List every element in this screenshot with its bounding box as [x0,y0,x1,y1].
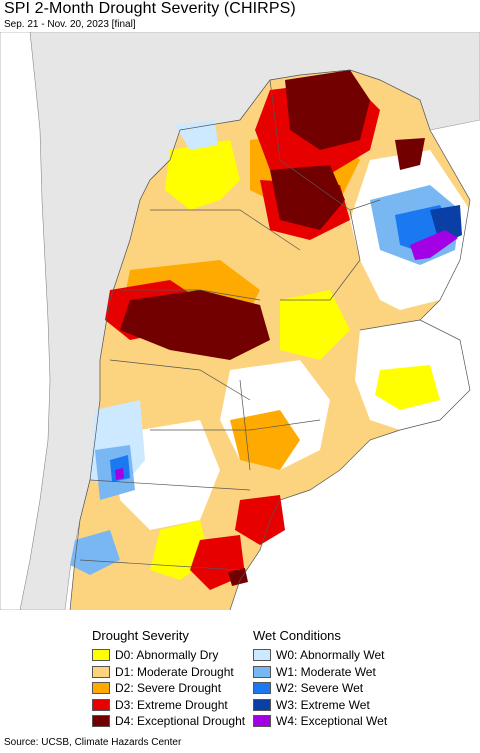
legend-label-w3: W3: Extreme Wet [276,697,370,712]
swatch-w3 [253,698,271,711]
admin-borders [69,69,471,610]
swatch-w0 [253,649,271,661]
swatch-d2 [92,682,110,694]
pacific-ocean [0,32,51,610]
legend-item-d0: D0: Abnormally Dry [92,647,245,663]
map-title: SPI 2-Month Drought Severity (CHIRPS) [4,0,296,17]
legend-item-d3: D3: Extreme Drought [92,697,245,713]
drought-legend: Drought Severity D0: Abnormally Dry D1: … [92,628,245,730]
map-subtitle: Sep. 21 - Nov. 20, 2023 [final] [4,19,136,30]
legend-label-w0: W0: Abnormally Wet [276,648,385,662]
wet-legend-heading: Wet Conditions [253,628,341,643]
legend-item-w3: W3: Extreme Wet [253,697,387,713]
swatch-d3 [92,698,110,711]
drought-map [0,32,480,610]
legend-label-d0: D0: Abnormally Dry [115,648,219,662]
legend-label-w1: W1: Moderate Wet [276,664,376,679]
source-credit: Source: UCSB, Climate Hazards Center [4,737,182,748]
swatch-d1 [92,665,110,678]
swatch-w4 [253,715,271,727]
swatch-d0 [92,649,110,661]
legend-item-w2: W2: Severe Wet [253,680,387,696]
legend-item-d4: D4: Exceptional Drought [92,713,245,729]
legend-item-w4: W4: Exceptional Wet [253,713,387,729]
legend-label-d4: D4: Exceptional Drought [115,714,246,728]
legend-label-w2: W2: Severe Wet [276,681,364,695]
legend-label-d1: D1: Moderate Drought [115,664,234,679]
legend-label-w4: W4: Exceptional Wet [276,714,388,728]
legend-item-d2: D2: Severe Drought [92,680,245,696]
legend-item-w1: W1: Moderate Wet [253,664,387,680]
wet-legend: Wet Conditions W0: Abnormally Wet W1: Mo… [253,628,387,730]
severity-field [70,70,470,610]
atlantic-ocean [230,400,480,610]
drought-legend-heading: Drought Severity [92,628,189,643]
legend-label-d3: D3: Extreme Drought [115,697,228,712]
legend-item-d1: D1: Moderate Drought [92,664,245,680]
legend-label-d2: D2: Severe Drought [115,681,222,695]
legend-item-w0: W0: Abnormally Wet [253,647,387,663]
swatch-d4 [92,715,110,727]
swatch-w2 [253,682,271,694]
swatch-w1 [253,665,271,678]
